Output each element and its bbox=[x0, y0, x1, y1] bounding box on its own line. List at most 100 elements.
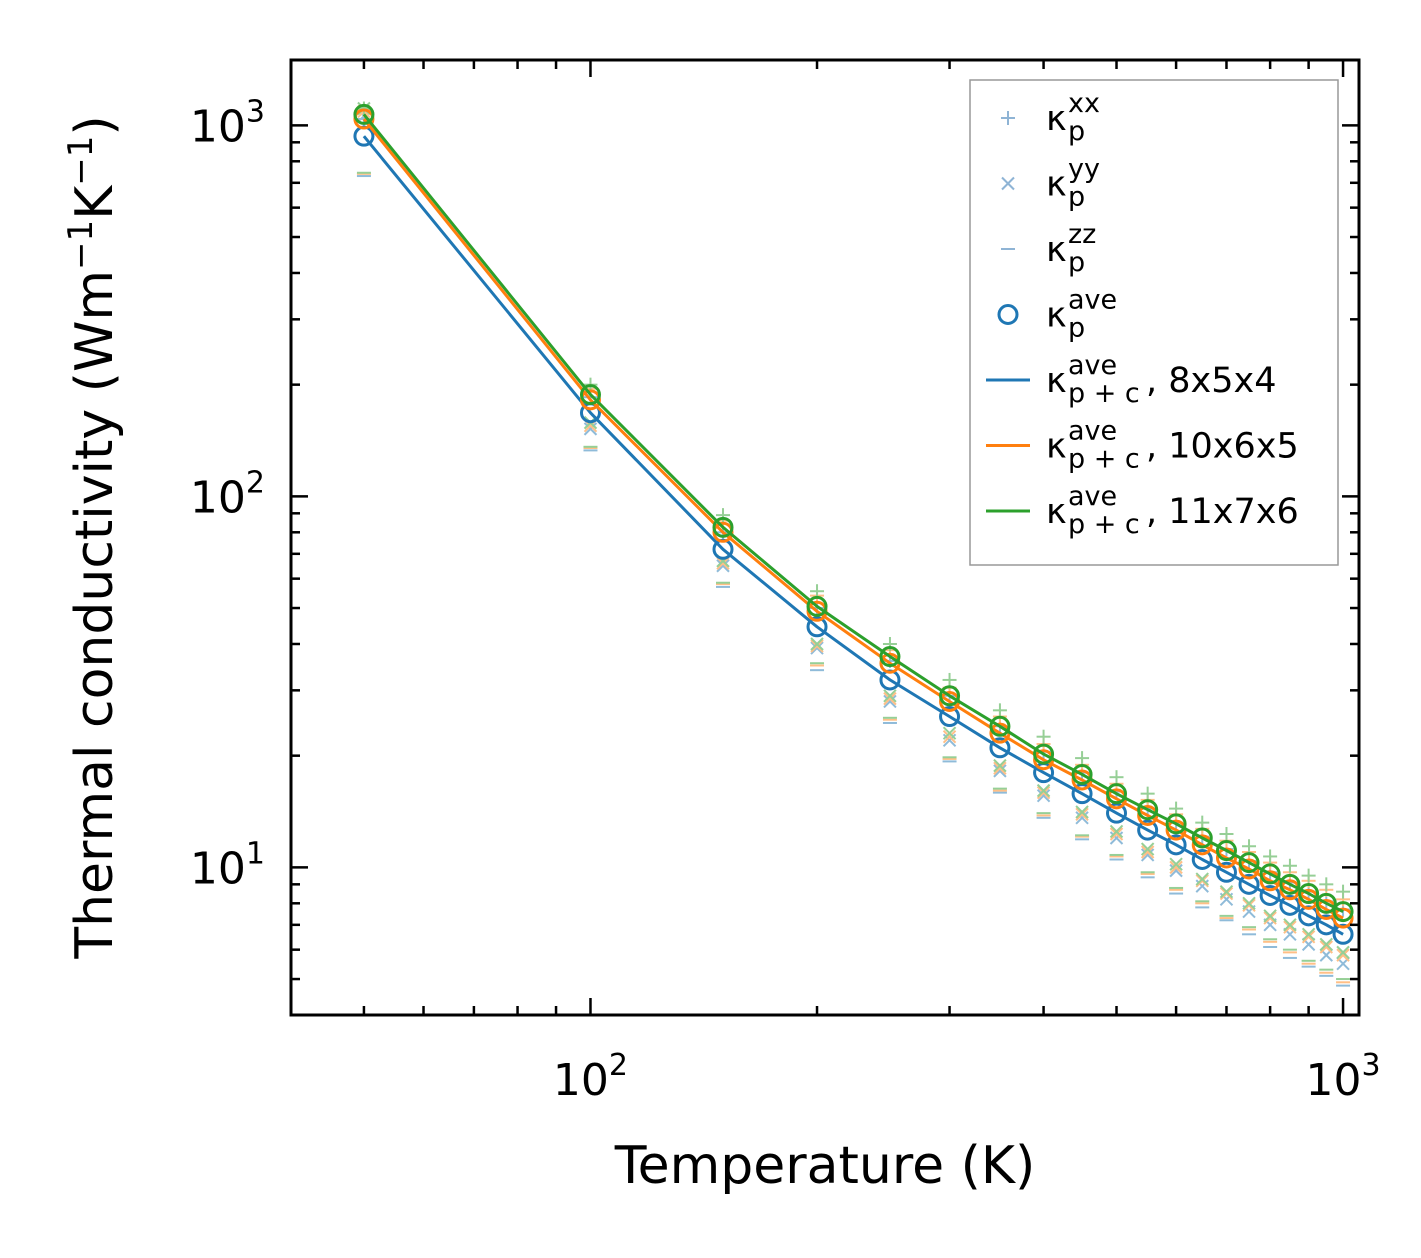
kyy-point-s2-750 bbox=[1242, 898, 1256, 913]
kyy-point-s1-100-b bbox=[583, 422, 598, 436]
kave-point-s1-300 bbox=[939, 706, 961, 728]
kyy-point-s1-450 bbox=[1075, 811, 1089, 825]
legend-item-3-subscript: p bbox=[1068, 247, 1085, 278]
legend-box bbox=[969, 79, 1339, 566]
kxx-point-s3-300 bbox=[942, 672, 957, 687]
kyy-point-s2-650 bbox=[1195, 874, 1209, 888]
legend-item-7-subscript: p + c bbox=[1068, 509, 1140, 540]
series-line-2 bbox=[362, 118, 1344, 920]
kyy-point-s3-1000-b bbox=[1336, 945, 1350, 960]
kyy-point-s3-1000 bbox=[1336, 945, 1350, 960]
y-axis-label-close: ) bbox=[65, 115, 125, 135]
kyy-point-s1-450-b bbox=[1075, 811, 1089, 825]
kave-point-s3-650 bbox=[1191, 827, 1213, 849]
kave-point-s1-600 bbox=[1165, 834, 1187, 856]
legend-item-7-superscript: ave bbox=[1068, 481, 1117, 512]
kyy-point-s1-500-b bbox=[1109, 831, 1124, 845]
x-tick-label-1000-exp: 3 bbox=[1362, 1048, 1381, 1083]
y-tick-label-10-base: 10 bbox=[190, 843, 246, 894]
y-tick-label-1000-base: 10 bbox=[190, 101, 246, 152]
kave-point-s1-1000 bbox=[1332, 923, 1354, 945]
y-tick-label-100-base: 10 bbox=[190, 472, 246, 523]
kave-point-s3-200 bbox=[806, 595, 828, 617]
legend-item-1-handle bbox=[1001, 111, 1015, 125]
kave-point-s3-750 bbox=[1238, 852, 1260, 874]
kyy-point-s1-550 bbox=[1140, 848, 1155, 862]
kyy-point-s1-550-b bbox=[1140, 848, 1155, 862]
kyy-point-s3-600 bbox=[1169, 857, 1183, 871]
kyy-point-s2-950-b bbox=[1319, 940, 1333, 954]
kave-point-s3-900 bbox=[1298, 883, 1320, 905]
kyy-point-s2-950 bbox=[1319, 940, 1333, 954]
y-tick-label-1000-exp: 3 bbox=[246, 94, 265, 129]
kyy-point-s2-900 bbox=[1301, 930, 1316, 944]
kyy-point-s1-250 bbox=[883, 694, 897, 709]
legend-item-4-symbol: κ bbox=[1046, 296, 1067, 336]
legend-item-2-handle-b bbox=[1001, 176, 1015, 191]
kyy-point-s2-500-b bbox=[1109, 827, 1124, 841]
kyy-point-s1-400-b bbox=[1036, 789, 1051, 803]
kxx-point-s3-950 bbox=[1319, 877, 1334, 892]
kyy-point-s2-350 bbox=[993, 761, 1007, 775]
y-tick-label-10: 101 bbox=[190, 836, 265, 894]
kave-point-s2-800 bbox=[1259, 870, 1281, 892]
kyy-point-s1-500 bbox=[1109, 831, 1124, 845]
legend-item-2-handle bbox=[1001, 176, 1015, 191]
kave-point-s3-800 bbox=[1259, 863, 1281, 885]
kxx-point-s3-550 bbox=[1140, 786, 1155, 801]
kave-point-s3-600 bbox=[1165, 813, 1187, 835]
legend-item-1-superscript: xx bbox=[1068, 88, 1100, 119]
legend-item-5-symbol: κ bbox=[1046, 361, 1067, 401]
kyy-point-s2-1000-b bbox=[1336, 948, 1350, 962]
legend-item-7-suffix: , 11x7x6 bbox=[1146, 492, 1299, 532]
kyy-point-s2-650-b bbox=[1195, 874, 1209, 888]
kave-point-s2-1000 bbox=[1332, 907, 1354, 929]
kyy-point-s2-800-b bbox=[1263, 911, 1277, 925]
y-axis-label-exp2: −1 bbox=[61, 136, 101, 186]
kyy-point-s1-150 bbox=[716, 559, 730, 573]
legend-item-2: κ yyp bbox=[1001, 154, 1100, 213]
kave-point-s3-850 bbox=[1279, 873, 1301, 895]
plot-frame bbox=[289, 58, 1361, 1017]
kyy-point-s3-600-b bbox=[1169, 857, 1183, 871]
kyy-point-s1-150-b bbox=[716, 559, 730, 573]
kyy-point-s2-200-b bbox=[810, 639, 824, 653]
kyy-point-s3-200 bbox=[810, 637, 824, 651]
kxx-point-s3-500 bbox=[1109, 770, 1124, 785]
kyy-point-s3-950 bbox=[1319, 937, 1333, 952]
kave-point-s1-850 bbox=[1279, 894, 1301, 916]
y-axis-label-main: Thermal conductivity (Wm bbox=[65, 270, 125, 960]
kyy-point-s2-550 bbox=[1140, 845, 1155, 859]
x-tick-label-1000: 103 bbox=[1306, 1048, 1381, 1106]
legend-item-1: κ xxp bbox=[1001, 88, 1100, 147]
legend-item-6-subscript: p + c bbox=[1068, 444, 1140, 475]
kyy-point-s2-750-b bbox=[1242, 898, 1256, 913]
kyy-point-s3-350 bbox=[993, 758, 1007, 773]
kave-point-s1-650 bbox=[1191, 848, 1213, 870]
kyy-point-s1-250-b bbox=[883, 694, 897, 709]
kyy-point-s2-500 bbox=[1109, 827, 1124, 841]
kyy-point-s2-700-b bbox=[1219, 886, 1234, 901]
legend-item-7-symbol: κ bbox=[1046, 492, 1067, 532]
kxx-point-s3-350 bbox=[992, 703, 1007, 718]
kyy-point-s2-150-b bbox=[716, 556, 730, 571]
kyy-point-s3-300-b bbox=[942, 726, 957, 740]
kyy-point-s2-300-b bbox=[942, 729, 957, 744]
kxx-point-s3-850 bbox=[1282, 858, 1297, 873]
kyy-point-s2-150 bbox=[716, 556, 730, 571]
legend-item-2-subscript: p bbox=[1068, 182, 1085, 213]
x-tick-label-100: 102 bbox=[553, 1048, 628, 1106]
y-tick-label-100: 102 bbox=[190, 465, 265, 523]
y-axis-label-exp1: −1 bbox=[61, 220, 101, 270]
series-line-3 bbox=[362, 113, 1344, 913]
legend-item-3-superscript: zz bbox=[1068, 219, 1096, 250]
kyy-point-s3-900-b bbox=[1301, 927, 1316, 942]
kyy-point-s2-800 bbox=[1263, 911, 1277, 925]
kave-point-s3-50 bbox=[353, 103, 375, 125]
kyy-point-s3-450 bbox=[1075, 805, 1089, 819]
kxx-point-s3-900 bbox=[1301, 868, 1316, 883]
legend-item-6-suffix: , 10x6x5 bbox=[1146, 427, 1299, 467]
kyy-point-s3-450-b bbox=[1075, 805, 1089, 819]
